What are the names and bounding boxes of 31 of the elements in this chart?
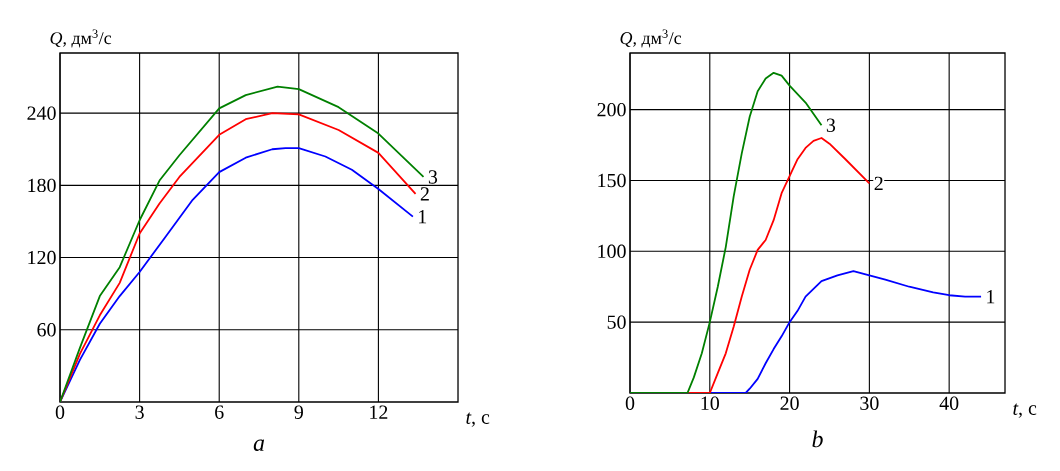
x-tick-label: 9: [294, 405, 303, 419]
y-axis-title: Q, дм$^{3}$/с: [50, 29, 112, 48]
y-tick-label: 60: [37, 323, 56, 337]
x-tick-label: 6: [215, 405, 224, 419]
series-label: 3: [428, 170, 438, 184]
series-label: 2: [874, 176, 883, 190]
x-tick-label: 40: [939, 396, 959, 410]
series-label: 1: [987, 290, 995, 304]
x-tick-label: 30: [860, 396, 879, 410]
x-tick-label: 3: [135, 405, 144, 419]
y-tick-label: 50: [607, 315, 626, 329]
y-tick-label: 180: [28, 178, 56, 193]
series-label: 3: [826, 118, 836, 132]
y-tick-label: 240: [27, 106, 56, 120]
x-tick-label: 20: [780, 396, 799, 410]
x-tick-label: 12: [370, 405, 388, 419]
x-tick-label: 10: [701, 396, 719, 410]
y-axis-title: Q, дм$^{3}$/с: [620, 29, 682, 48]
text: b: [812, 430, 823, 448]
series-label: 2: [420, 187, 429, 201]
y-tick-label: 100: [598, 244, 626, 259]
y-tick-label: 120: [28, 250, 56, 265]
x-tick-label: 0: [625, 396, 635, 410]
x-tick-label: 0: [55, 405, 65, 419]
y-tick-label: 150: [598, 173, 626, 188]
x-axis-title: t, с: [466, 412, 490, 427]
series-label: 1: [419, 210, 427, 224]
text: a: [253, 439, 265, 452]
line-series: [630, 71, 823, 393]
y-tick-label: 200: [597, 102, 626, 117]
x-axis-title: t, с: [1013, 403, 1037, 418]
